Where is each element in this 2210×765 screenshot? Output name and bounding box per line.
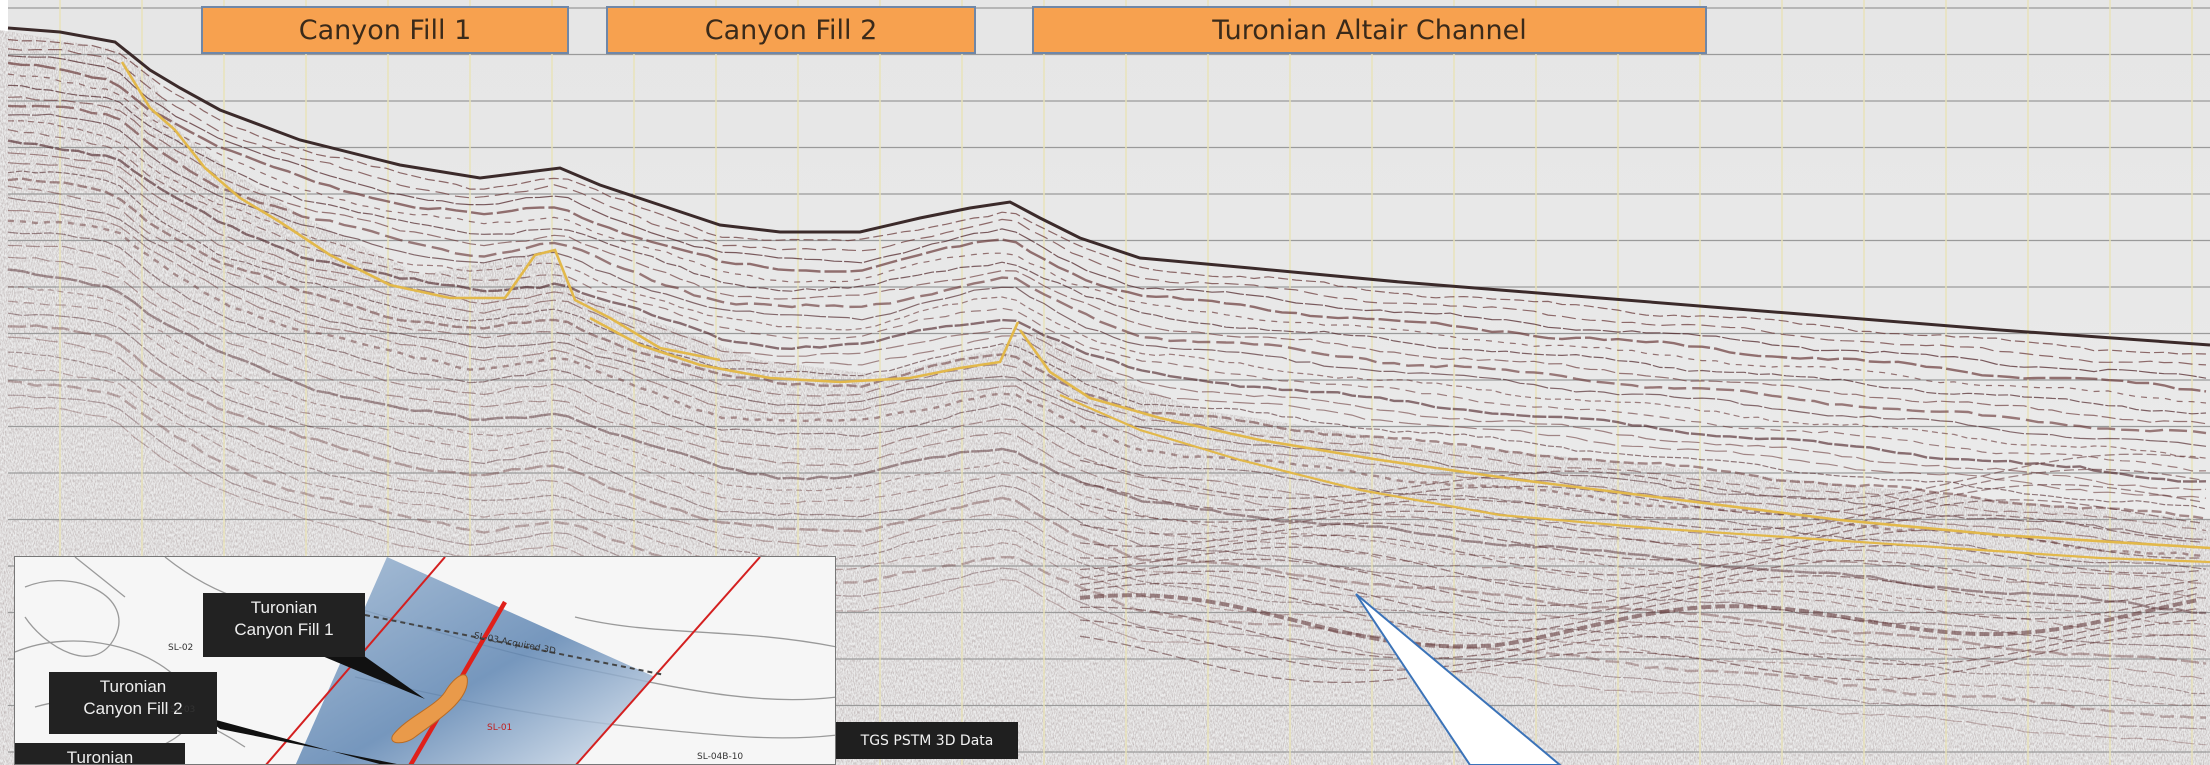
reflector-line (7, 96, 2207, 425)
reflector-line (7, 152, 2207, 491)
reflector-line (7, 336, 2207, 681)
reflector-line (7, 209, 2207, 549)
deep-reflector-line (1079, 619, 2201, 672)
deep-reflector-line (1079, 582, 2201, 636)
reflector-line (7, 84, 2207, 415)
callout-1-line1: Turonian (250, 598, 318, 617)
acquired-3d-line (364, 614, 666, 676)
survey-boundary-right (575, 557, 761, 764)
reflector-line (7, 256, 2207, 599)
reflector-line (7, 197, 2207, 540)
canyon-fill-body (391, 674, 468, 744)
seafloor-reflector (7, 26, 2210, 347)
callout-3-line1: Turonian (66, 748, 134, 765)
reflector-line (7, 268, 2207, 615)
map-label-line-c: SL-04B-10 (697, 752, 744, 762)
deep-reflector-line (1079, 634, 2201, 684)
deep-reflector-line (1079, 570, 2201, 622)
reflector-line (7, 244, 2207, 584)
deep-reflector-line (1079, 468, 2201, 515)
reflectors (7, 38, 2207, 746)
deep-reflector-line (1079, 514, 2201, 561)
banner-altair-channel: Turonian Altair Channel (1032, 6, 1707, 54)
reflector-line (7, 162, 2207, 499)
reflector-line (7, 219, 2207, 557)
map-label-line-b: SL-01 (487, 723, 513, 733)
reflector-line (7, 300, 2207, 637)
reflector-line (7, 364, 2207, 707)
deep-reflector-line (1079, 453, 2201, 500)
deep-reflector-line (1079, 593, 2201, 649)
reflector-line (7, 324, 2207, 665)
callout-canyon-fill-2: Turonian Canyon Fill 2 (49, 672, 217, 734)
reflector-line (7, 394, 2207, 730)
deep-reflector-line (1079, 558, 2201, 607)
reflector-line (7, 139, 2207, 483)
callout-turonian: Turonian (15, 743, 185, 765)
reflector-line (7, 177, 2207, 520)
reflector-line (7, 129, 2207, 472)
reflector-line (7, 73, 2207, 404)
reflector-line (7, 61, 2207, 393)
horizon-altair-channel-base (1059, 393, 2210, 564)
callout-arrow-1 (315, 653, 425, 699)
deep-reflector-line (1079, 499, 2201, 546)
banner-canyon-fill-2: Canyon Fill 2 (606, 6, 976, 54)
deep-reflector-line (1079, 544, 2201, 591)
data-credit: TGS PSTM 3D Data (836, 722, 1018, 759)
reflector-line (7, 104, 2207, 435)
callout-2-line2: Canyon Fill 2 (83, 699, 183, 718)
reflector-line (7, 170, 2207, 510)
callout-2-line1: Turonian (99, 677, 167, 696)
horizon-altair-channel (1018, 329, 2210, 550)
horizon-canyon-fill-2 (589, 316, 1020, 384)
survey-area (295, 557, 655, 764)
map-label-line-d: SL-03 (170, 705, 196, 715)
reflector-line (7, 312, 2207, 651)
reflector-line (7, 38, 2207, 355)
reflector-line (7, 55, 2207, 379)
deep-reflector-line (1079, 606, 2201, 660)
banner-canyon-fill-1: Canyon Fill 1 (201, 6, 569, 54)
reflector-line (7, 185, 2207, 532)
reflector-line (7, 231, 2207, 570)
reflector-line (7, 351, 2207, 695)
location-map-inset: Turonian Canyon Fill 1 Turonian Canyon F… (14, 556, 836, 765)
callout-canyon-fill-1: Turonian Canyon Fill 1 (203, 593, 365, 657)
reflector-line (7, 286, 2207, 626)
horizon-canyon-fill-1 (120, 61, 721, 362)
callout-1-line2: Canyon Fill 1 (234, 620, 334, 639)
deep-reflector-line (1079, 483, 2201, 531)
reflector-line (7, 113, 2207, 447)
map-label-line-a: SL-02 (168, 643, 194, 653)
reflector-line (7, 406, 2207, 746)
